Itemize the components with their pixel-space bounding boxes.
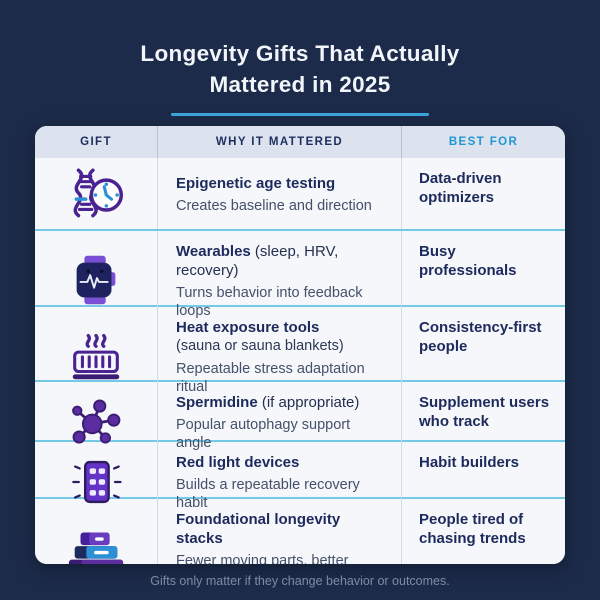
- table-row: Foundational longevity stacks Fewer movi…: [35, 497, 565, 564]
- gift-description: Fewer moving parts, better adherence: [176, 553, 349, 564]
- why-it-mattered-cell: Spermidine (if appropriate) Popular auto…: [158, 382, 402, 461]
- gift-icon-cell: [35, 231, 158, 329]
- page-title: Longevity Gifts That Actually Mattered i…: [0, 38, 600, 116]
- best-for-cell: Data-driven optimizers: [402, 158, 565, 229]
- gift-title: Wearables (sleep, HRV, recovery): [176, 243, 339, 279]
- page-title-line2: Mattered in 2025: [209, 72, 391, 97]
- table-row: Red light devices Builds a repeatable re…: [35, 440, 565, 521]
- gift-title: Heat exposure tools: [176, 319, 320, 336]
- best-for-cell: Consistency-first people: [402, 307, 565, 405]
- table-header-row: GIFT WHY IT MATTERED BEST FOR: [35, 126, 565, 158]
- column-header-why-it-mattered: WHY IT MATTERED: [158, 126, 402, 158]
- page-title-line1: Longevity Gifts That Actually: [140, 41, 460, 66]
- gift-icon-cell: [35, 442, 158, 521]
- gifts-table: GIFT WHY IT MATTERED BEST FOR: [35, 126, 565, 564]
- why-it-mattered-cell: Wearables (sleep, HRV, recovery) Turns b…: [158, 231, 402, 329]
- best-for-cell: Busy professionals: [402, 231, 565, 329]
- sauna-blanket-icon: [65, 328, 127, 384]
- best-for-text: Supplement users who track: [419, 394, 550, 430]
- gift-description: Turns behavior into feedback loops: [176, 285, 363, 319]
- best-for-text: Data-driven optimizers: [419, 170, 502, 206]
- column-header-best-for: BEST FOR: [448, 136, 519, 148]
- gift-description: Repeatable stress adaptation ritual: [176, 361, 365, 395]
- smartwatch-icon: [65, 252, 127, 308]
- best-for-cell: Habit builders: [402, 442, 565, 521]
- column-header-gift: GIFT: [35, 126, 158, 158]
- table-row: Wearables (sleep, HRV, recovery) Turns b…: [35, 229, 565, 329]
- gift-description: Builds a repeatable recovery habit: [176, 477, 360, 511]
- best-for-text: Habit builders: [419, 454, 520, 471]
- book-stack-icon: [65, 520, 127, 564]
- best-for-text: Consistency-first people: [419, 319, 542, 355]
- best-for-text: Busy professionals: [419, 243, 517, 279]
- red-light-panel-icon: [67, 456, 125, 508]
- best-for-cell: Supplement users who track: [402, 382, 565, 461]
- title-underline: [171, 113, 429, 116]
- why-it-mattered-cell: Red light devices Builds a repeatable re…: [158, 442, 402, 521]
- gift-title: Epigenetic age testing: [176, 175, 336, 192]
- footer-note: Gifts only matter if they change behavio…: [150, 574, 450, 588]
- molecule-icon: [66, 397, 126, 447]
- gift-title: Red light devices: [176, 454, 300, 471]
- gift-description: Popular autophagy support angle: [176, 417, 351, 451]
- gift-title: Spermidine (if appropriate): [176, 394, 360, 411]
- why-it-mattered-cell: Heat exposure tools (sauna or sauna blan…: [158, 307, 402, 405]
- best-for-text: People tired of chasing trends: [419, 511, 526, 547]
- gift-title: Foundational longevity stacks: [176, 511, 341, 547]
- best-for-cell: People tired of chasing trends: [402, 499, 565, 564]
- why-it-mattered-cell: Foundational longevity stacks Fewer movi…: [158, 499, 402, 564]
- gift-icon-cell: [35, 499, 158, 564]
- gift-description: Creates baseline and direction: [176, 198, 372, 214]
- why-it-mattered-cell: Epigenetic age testing Creates baseline …: [158, 158, 402, 229]
- gift-icon-cell: [35, 382, 158, 461]
- table-row: Spermidine (if appropriate) Popular auto…: [35, 380, 565, 461]
- gift-subtitle: (sauna or sauna blankets): [176, 338, 344, 354]
- gift-icon-cell: [35, 158, 158, 229]
- dna-clock-icon: [63, 167, 129, 221]
- gift-icon-cell: [35, 307, 158, 405]
- table-row: Heat exposure tools (sauna or sauna blan…: [35, 305, 565, 405]
- table-row: Epigenetic age testing Creates baseline …: [35, 158, 565, 229]
